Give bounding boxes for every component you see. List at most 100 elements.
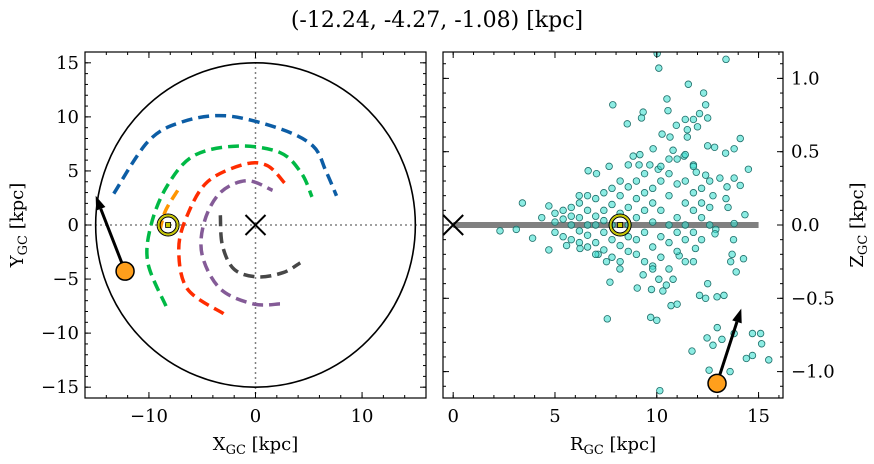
x-axis-label: XGC [kpc] bbox=[213, 434, 298, 458]
scatter-point bbox=[551, 209, 559, 217]
scatter-point bbox=[697, 213, 706, 222]
scatter-point bbox=[703, 279, 712, 288]
scatter-point bbox=[673, 155, 681, 163]
scatter-point bbox=[724, 203, 732, 212]
scatter-point bbox=[528, 234, 537, 242]
scatter-point bbox=[721, 149, 730, 157]
scatter-point bbox=[681, 177, 689, 185]
scatter-point bbox=[632, 250, 641, 259]
x-tick-label: 10 bbox=[645, 406, 668, 427]
scatter-point bbox=[665, 221, 673, 229]
scatter-point bbox=[728, 250, 736, 259]
scatter-point bbox=[583, 221, 592, 229]
scatter-point bbox=[701, 294, 710, 303]
scatter-point bbox=[616, 191, 624, 200]
scatter-point bbox=[640, 206, 649, 215]
scatter-point bbox=[575, 238, 584, 247]
scatter-point bbox=[575, 191, 583, 200]
scatter-point bbox=[665, 155, 673, 163]
sun-center bbox=[617, 222, 624, 228]
scatter-point bbox=[697, 184, 706, 193]
scatter-point bbox=[689, 257, 698, 266]
scatter-point bbox=[691, 244, 700, 253]
scatter-point bbox=[624, 203, 632, 212]
scatter-point bbox=[673, 247, 681, 256]
scatter-point bbox=[551, 218, 559, 226]
galactic-center-x-marker bbox=[442, 214, 464, 236]
scatter-point bbox=[659, 287, 667, 295]
x-stroke bbox=[244, 214, 267, 236]
y-tick-label: −10 bbox=[41, 323, 79, 344]
scatter-point bbox=[713, 323, 721, 332]
scatter-point bbox=[705, 366, 713, 374]
scatter-point bbox=[551, 228, 559, 237]
scatter-point bbox=[688, 347, 696, 355]
scatter-point bbox=[656, 386, 664, 395]
axes-frame bbox=[84, 51, 427, 399]
galactic-center-x-marker bbox=[244, 214, 267, 236]
scatter-point bbox=[583, 243, 592, 251]
scatter-point bbox=[591, 250, 600, 259]
scatter-point bbox=[669, 146, 677, 154]
y-axis-label: ZGC [kpc] bbox=[847, 182, 871, 267]
scatter-point bbox=[657, 177, 665, 185]
scatter-point bbox=[709, 341, 717, 349]
scatter-point bbox=[583, 206, 592, 215]
y-tick-label: −15 bbox=[41, 377, 79, 398]
x-tick-label: 15 bbox=[747, 406, 770, 427]
scatter-point bbox=[575, 213, 584, 222]
scatter-point bbox=[657, 206, 665, 215]
y-tick-label: 1.0 bbox=[791, 68, 820, 89]
y-axis-label-main: Y bbox=[7, 254, 28, 268]
scatter-point bbox=[697, 199, 706, 207]
scatter-point bbox=[706, 177, 714, 185]
scatter-point bbox=[559, 215, 567, 223]
scatter-point bbox=[649, 199, 657, 207]
scatter-point bbox=[591, 212, 600, 220]
plot-area bbox=[453, 52, 773, 395]
scatter-point bbox=[567, 221, 575, 229]
scatter-point bbox=[713, 293, 721, 301]
scatter-point bbox=[591, 238, 600, 247]
scatter-point bbox=[695, 291, 704, 300]
scatter-point bbox=[742, 354, 751, 363]
scatter-point bbox=[673, 300, 681, 308]
y-tick-label: 15 bbox=[56, 53, 79, 74]
scatter-point bbox=[665, 191, 673, 200]
scatter-point bbox=[662, 281, 671, 289]
scatter-point bbox=[584, 167, 592, 175]
x-tick-label: −10 bbox=[130, 406, 168, 427]
scatter-point bbox=[591, 221, 600, 229]
arrow-head bbox=[732, 308, 742, 324]
scatter-point bbox=[701, 101, 710, 109]
scatter-point bbox=[703, 334, 711, 342]
y-axis-label-subscript: GC bbox=[856, 235, 871, 255]
scatter-point bbox=[616, 265, 624, 273]
scatter-point bbox=[649, 265, 657, 273]
scatter-point bbox=[689, 162, 698, 171]
scatter-point bbox=[663, 95, 671, 103]
scatter-point bbox=[633, 284, 641, 292]
boundary-circle bbox=[94, 62, 417, 388]
scatter-point bbox=[718, 335, 726, 344]
scatter-point bbox=[756, 329, 765, 338]
scatter-point bbox=[649, 243, 657, 251]
scatter-point bbox=[729, 235, 738, 244]
scatter-point bbox=[575, 199, 584, 207]
scatter-point bbox=[649, 145, 657, 153]
scatter-point bbox=[701, 171, 710, 179]
scatter-point bbox=[730, 145, 738, 153]
x-axis-label-main: R bbox=[570, 434, 584, 455]
scatter-point bbox=[689, 228, 698, 237]
scatter-point bbox=[608, 235, 616, 244]
scatter-point bbox=[616, 257, 624, 266]
sun-ring-inner bbox=[611, 216, 629, 234]
sun-ring-inner bbox=[159, 216, 177, 234]
scatter-point bbox=[583, 191, 592, 200]
scatter-point bbox=[512, 225, 520, 234]
scatter-point bbox=[609, 101, 617, 109]
scatter-point bbox=[684, 80, 693, 88]
arm-line-5 bbox=[218, 215, 302, 279]
